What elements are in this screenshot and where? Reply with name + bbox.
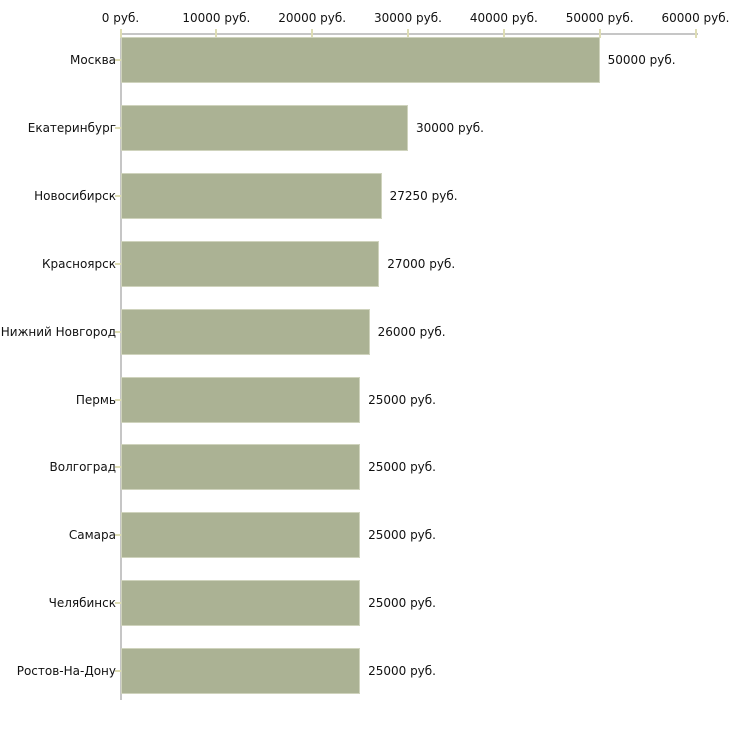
x-axis-line: [120, 33, 698, 35]
category-tick-mark: [114, 59, 121, 61]
bar: [120, 172, 382, 219]
category-label: Ростов-На-Дону: [16, 664, 116, 679]
x-axis-tick-mark: [215, 29, 218, 38]
x-axis-tick-label: 30000 руб.: [374, 11, 442, 25]
category-label: Москва: [70, 53, 116, 67]
x-axis-tick-label: 60000 руб.: [661, 11, 730, 25]
value-label: 25000 руб.: [368, 460, 436, 475]
category-label: Пермь: [75, 392, 116, 407]
category-tick-mark: [114, 126, 121, 129]
bar: [120, 580, 361, 627]
x-axis-tick-label: 0 руб.: [101, 11, 140, 25]
bar: [120, 104, 408, 151]
category-tick-mark: [114, 398, 121, 401]
x-axis-tick-label: 10000 руб.: [182, 11, 251, 25]
bar: [120, 240, 380, 287]
category-tick-mark: [114, 330, 121, 333]
category-tick-mark: [114, 534, 121, 537]
value-label: 25000 руб.: [368, 664, 436, 679]
category-label: Нижний Новгород: [0, 324, 116, 339]
category-tick-mark: [114, 670, 121, 673]
x-axis-tick-mark: [694, 29, 697, 38]
category-label: Волгоград: [49, 460, 116, 475]
bar: [120, 308, 370, 355]
category-label: Красноярск: [42, 256, 116, 271]
value-label: 27000 руб.: [387, 256, 456, 271]
category-tick-mark: [114, 466, 121, 469]
x-axis-tick-mark: [311, 29, 314, 38]
category-tick-mark: [114, 262, 121, 265]
bar: [120, 444, 361, 491]
value-label: 27250 руб.: [389, 188, 458, 203]
category-label: Челябинск: [48, 596, 116, 611]
category-tick-mark: [114, 602, 121, 605]
value-label: 25000 руб.: [368, 528, 436, 543]
category-label: Самара: [68, 528, 116, 543]
bar: [120, 648, 361, 695]
category-label: Новосибирск: [34, 188, 116, 203]
bar: [120, 37, 600, 83]
bar: [120, 512, 361, 559]
x-axis-tick-mark: [598, 29, 601, 38]
category-tick-mark: [114, 194, 121, 197]
value-label: 30000 руб.: [416, 120, 484, 135]
category-label: Екатеринбург: [27, 120, 116, 135]
value-label: 26000 руб.: [377, 324, 446, 339]
value-label: 25000 руб.: [368, 596, 436, 611]
x-axis-tick-label: 40000 руб.: [469, 11, 538, 25]
x-axis-tick-label: 50000 руб.: [565, 11, 634, 25]
bar: [120, 376, 361, 423]
x-axis-tick-mark: [407, 29, 409, 38]
x-axis-tick-mark: [119, 29, 122, 38]
value-label: 50000 руб.: [607, 53, 676, 67]
value-label: 25000 руб.: [368, 392, 436, 407]
y-axis-line: [120, 33, 122, 700]
x-axis-tick-mark: [502, 29, 505, 38]
x-axis-tick-label: 20000 руб.: [278, 11, 347, 25]
